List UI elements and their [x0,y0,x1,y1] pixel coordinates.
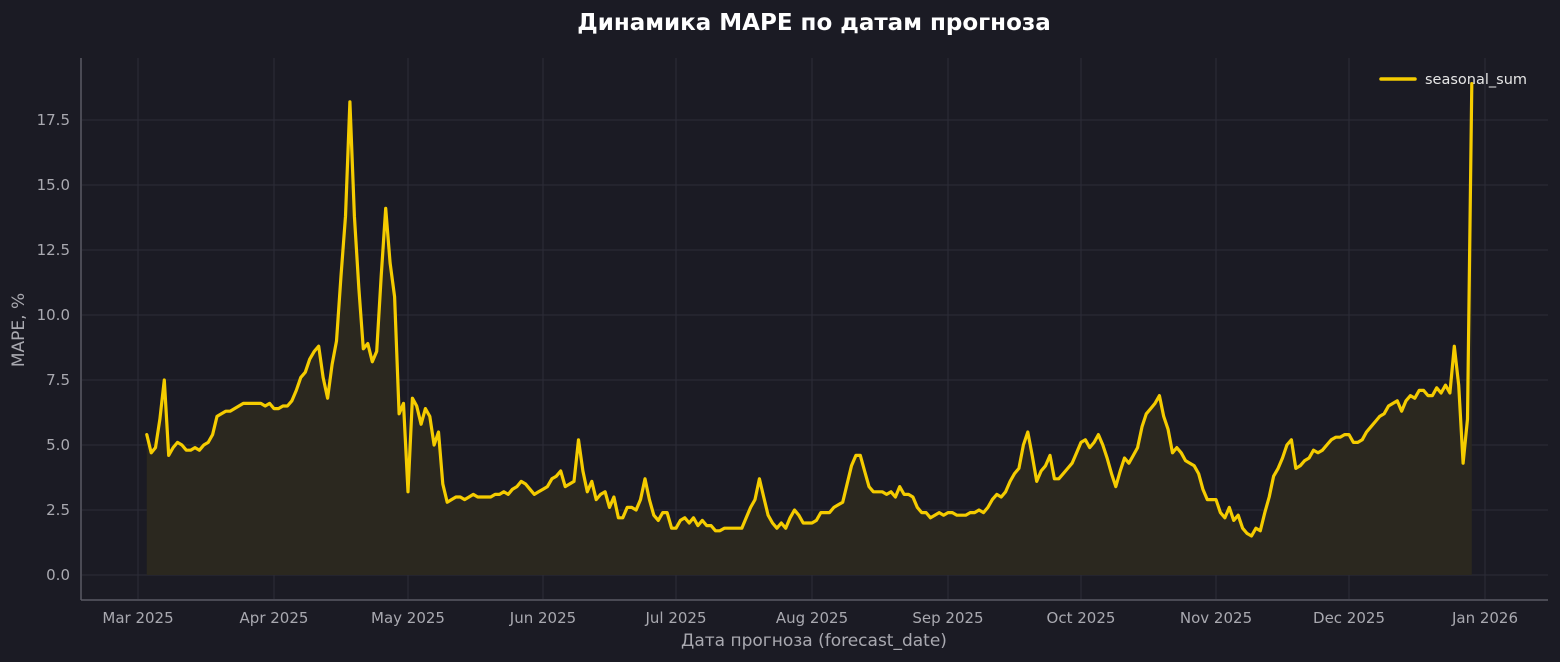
grid-lines [82,58,1548,599]
area-fill [146,83,1472,575]
y-tick-label: 10.0 [37,306,70,324]
x-tick-label: Jan 2026 [1451,609,1518,627]
x-tick-label: May 2025 [371,609,445,627]
y-tick-label: 0.0 [46,566,70,584]
x-tick-label: Nov 2025 [1180,609,1252,627]
y-tick-label: 12.5 [37,241,70,259]
y-tick-label: 15.0 [37,176,70,194]
legend[interactable]: seasonal_sum [1379,72,1527,88]
y-tick-labels: 0.0 2.5 5.0 7.5 10.0 12.5 15.0 17.5 [37,111,70,584]
chart-title: Динамика MAPE по датам прогноза [577,10,1051,36]
x-axis-label: Дата прогноза (forecast_date) [681,631,947,651]
x-tick-label: Oct 2025 [1047,609,1116,627]
x-tick-label: Jul 2025 [644,609,706,627]
y-tick-label: 2.5 [46,501,70,519]
y-tick-label: 17.5 [37,111,70,129]
x-tick-label: Dec 2025 [1313,609,1385,627]
y-axis-label: MAPE, % [9,293,29,367]
x-tick-label: Apr 2025 [240,609,309,627]
x-tick-label: Aug 2025 [776,609,848,627]
x-tick-labels: Mar 2025 Apr 2025 May 2025 Jun 2025 Jul 2025… [102,609,1518,627]
y-tick-label: 7.5 [46,371,70,389]
x-tick-label: Mar 2025 [102,609,173,627]
series-line-seasonal-sum [145,81,1474,538]
x-tick-label: Jun 2025 [509,609,576,627]
y-tick-label: 5.0 [46,436,70,454]
legend-label: seasonal_sum [1425,72,1527,88]
x-tick-label: Sep 2025 [912,609,983,627]
